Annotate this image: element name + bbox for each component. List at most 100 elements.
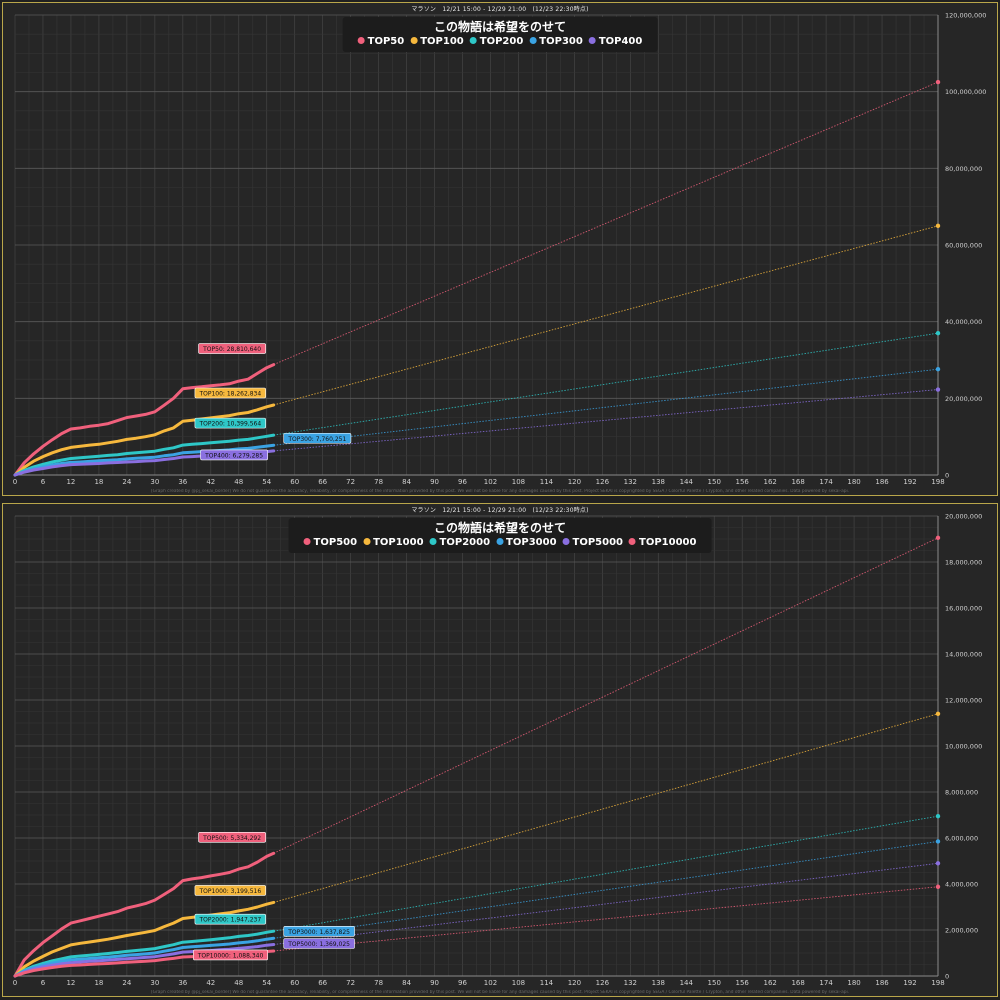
x-tick-label: 72 <box>346 478 355 486</box>
projection-line-top50 <box>273 81 939 365</box>
label-box <box>194 387 267 399</box>
grid <box>14 515 939 977</box>
legend-dot-icon <box>588 37 596 44</box>
label-text: TOP5000: 1,369,025 <box>287 941 350 948</box>
top-chart-plot: 0 6 12 18 24 30 36 42 48 54 60 66 72 78 84 90 96 102 108 11… <box>13 12 987 487</box>
x-tick-label: 0 <box>13 478 17 486</box>
legend-dot-icon <box>429 538 437 545</box>
label-text: TOP400: 6,279,285 <box>204 452 263 459</box>
chart-header: マラソン 12/21 15:00 - 12/29 21:00 (12/23 22… <box>411 6 589 13</box>
legend-dot-icon <box>529 37 537 44</box>
legend-item[interactable]: TOP10000 <box>629 536 696 549</box>
legend-item[interactable]: TOP200 <box>469 35 524 48</box>
x-tick-label: 30 <box>150 478 159 486</box>
projection-line-top5000 <box>273 862 939 945</box>
x-tick-label: 132 <box>624 979 637 987</box>
legend-item[interactable]: TOP400 <box>588 35 642 48</box>
legend-label: TOP500 <box>313 537 358 548</box>
series-end-label: TOP400: 6,279,285 <box>200 449 269 461</box>
x-tick-label: 102 <box>484 979 497 987</box>
legend-item[interactable]: TOP300 <box>529 35 583 48</box>
label-box <box>194 885 267 896</box>
label-text: TOP500: 5,334,292 <box>202 835 261 842</box>
projection-line-top10000 <box>273 886 939 952</box>
x-tick-label: 162 <box>763 979 776 987</box>
legend-item[interactable]: TOP5000 <box>562 536 623 549</box>
x-tick-label: 156 <box>736 979 750 987</box>
projection-line-top2000 <box>273 815 939 932</box>
legend-item[interactable]: TOP1000 <box>363 536 424 549</box>
legend-dot-icon <box>562 538 570 545</box>
x-tick-label: 66 <box>318 979 327 987</box>
projection-line-top1000 <box>273 713 939 903</box>
grid <box>14 14 939 476</box>
legend-dot-icon <box>410 37 418 44</box>
bottom-chart-panel: マラソン 12/21 15:00 - 12/29 21:00 (12/23 22… <box>2 503 998 997</box>
legend-item[interactable]: TOP2000 <box>429 536 491 549</box>
label-text: TOP300: 7,760,251 <box>287 436 346 443</box>
label-text: TOP200: 10,399,564 <box>198 421 261 428</box>
x-tick-label: 90 <box>430 478 439 486</box>
x-tick-label: 174 <box>819 478 833 486</box>
projection-line-top3000 <box>273 841 939 939</box>
series-line-top3000 <box>13 936 276 978</box>
y-tick-label: 20,000,000 <box>945 395 982 403</box>
x-tick-label: 192 <box>903 478 916 486</box>
y-tick-label: 14,000,000 <box>945 651 982 659</box>
x-tick-label: 42 <box>206 979 215 987</box>
series-end-label: TOP1000: 3,199,516 <box>194 885 267 896</box>
chart-header: マラソン 12/21 15:00 - 12/29 21:00 (12/23 22… <box>411 507 589 514</box>
projection-line-top500 <box>273 537 939 854</box>
series-line-top2000 <box>13 929 276 978</box>
y-tick-label: 10,000,000 <box>945 743 982 751</box>
series-line-top100 <box>13 403 276 477</box>
y-tick-label: 40,000,000 <box>945 318 982 326</box>
chart-title: この物語は希望をのせて <box>433 20 567 34</box>
x-tick-label: 24 <box>122 478 131 486</box>
legend-dot-icon <box>357 37 365 44</box>
series-line-top300 <box>13 443 276 477</box>
series-end-label: TOP10000: 1,088,340 <box>193 949 269 961</box>
chart-title: この物語は希望をのせて <box>433 521 567 535</box>
legend-label: TOP2000 <box>439 537 491 548</box>
x-tick-label: 126 <box>596 478 610 486</box>
projection-point-top100 <box>935 223 941 229</box>
legend: この物語は希望をのせて TOP500 TOP1000 TOP2000 TOP3000 T… <box>288 518 712 553</box>
x-tick-label: 84 <box>402 478 411 486</box>
x-tick-label: 30 <box>150 979 159 987</box>
x-tick-label: 174 <box>819 979 833 987</box>
x-tick-label: 108 <box>512 478 525 486</box>
legend-item[interactable]: TOP500 <box>303 536 358 549</box>
projection-line-top300 <box>273 368 939 446</box>
legend-dot-icon <box>469 37 477 44</box>
series-end-label: TOP3000: 1,637,825 <box>283 926 355 937</box>
x-tick-label: 120 <box>568 979 581 987</box>
legend-item[interactable]: TOP50 <box>357 35 404 48</box>
legend-label: TOP300 <box>539 36 583 47</box>
x-tick-label: 186 <box>875 979 889 987</box>
x-tick-label: 6 <box>41 979 46 987</box>
x-tick-label: 96 <box>458 979 467 987</box>
label-box <box>193 949 269 961</box>
legend-label: TOP1000 <box>373 537 424 548</box>
x-tick-label: 156 <box>736 478 750 486</box>
x-tick-label: 60 <box>290 979 299 987</box>
legend-dot-icon <box>496 538 504 545</box>
x-tick-label: 126 <box>596 979 610 987</box>
x-tick-label: 42 <box>206 478 215 486</box>
legend-label: TOP200 <box>479 36 524 47</box>
legend-item[interactable]: TOP3000 <box>496 536 557 549</box>
footer-disclaimer: [Graph created by @pj_sekai_border] We d… <box>150 990 850 995</box>
legend-dot-icon <box>629 538 637 545</box>
x-tick-label: 192 <box>903 979 916 987</box>
x-tick-label: 84 <box>402 979 411 987</box>
y-tick-label: 60,000,000 <box>945 242 982 250</box>
x-tick-label: 78 <box>374 979 383 987</box>
projection-point-top300 <box>935 367 941 372</box>
legend-item[interactable]: TOP100 <box>410 35 464 48</box>
projection-point-top500 <box>935 535 941 541</box>
label-text: TOP3000: 1,637,825 <box>287 929 350 936</box>
y-tick-label: 0 <box>945 973 949 981</box>
y-tick-label: 6,000,000 <box>945 835 978 843</box>
projection-line-top100 <box>273 225 939 406</box>
